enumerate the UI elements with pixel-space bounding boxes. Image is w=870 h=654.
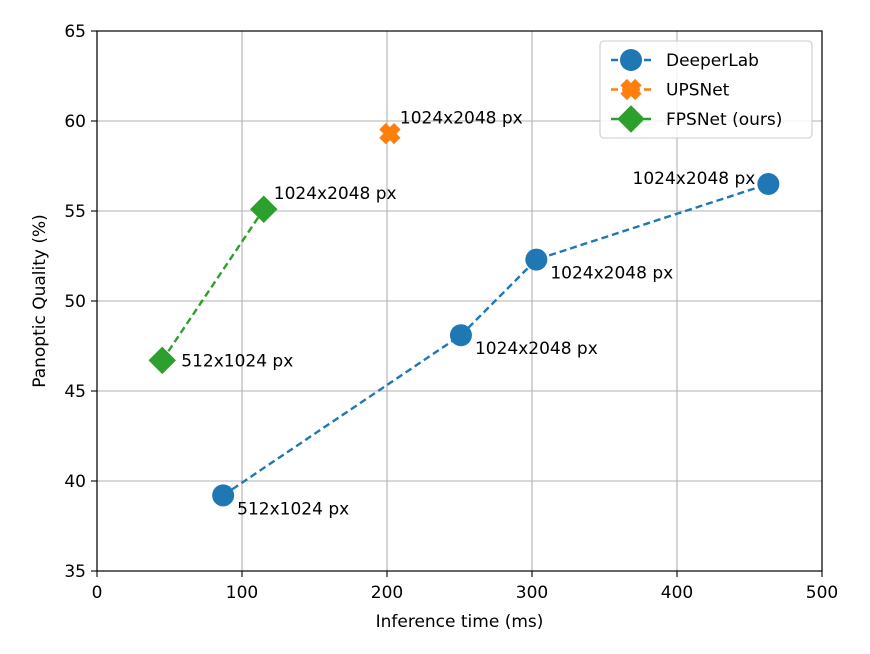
x-axis-label: Inference time (ms) <box>376 612 544 632</box>
x-axis-ticks: 0 100 200 300 400 500 <box>92 571 838 603</box>
series-markers <box>148 122 780 507</box>
legend-upsnet-label: UPSNet <box>666 81 730 101</box>
legend-fpsnet-ours-label: FPSNet (ours) <box>666 110 782 130</box>
series-lines <box>161 182 769 497</box>
legend-box <box>599 40 813 139</box>
y-tick-label: 40 <box>64 472 86 492</box>
x-tick-label: 300 <box>516 583 548 603</box>
fpsnet-ours-point-label: 512x1024 px <box>181 351 293 371</box>
y-axis-label: Panoptic Quality (%) <box>30 214 50 388</box>
y-tick-label: 50 <box>64 292 86 312</box>
x-tick-label: 0 <box>92 583 103 603</box>
legend-upsnet-marker <box>620 78 642 101</box>
fpsnet-ours-line <box>161 208 265 362</box>
fpsnet-ours-point-label: 1024x2048 px <box>274 184 397 204</box>
x-tick-label: 200 <box>371 583 403 603</box>
x-tick-label: 400 <box>661 583 693 603</box>
fpsnet-ours-point <box>250 195 278 223</box>
deeperlab-point-label: 1024x2048 px <box>475 339 598 359</box>
y-tick-label: 60 <box>64 112 86 132</box>
legend-fpsnet-ours-marker <box>617 105 645 133</box>
x-tick-label: 100 <box>226 583 258 603</box>
deeperlab-line <box>222 182 769 497</box>
y-axis-ticks: 35 40 45 50 55 60 65 <box>64 22 97 582</box>
y-tick-label: 55 <box>64 202 86 222</box>
deeperlab-point-label: 1024x2048 px <box>550 264 673 284</box>
deeperlab-point <box>212 484 235 507</box>
plot-frame <box>96 30 823 572</box>
upsnet-point-label: 1024x2048 px <box>400 109 523 129</box>
upsnet-point <box>379 122 401 145</box>
legend-deeperlab-marker <box>620 49 642 71</box>
legend: DeeperLab UPSNet FPSNet (ours) <box>599 40 813 139</box>
deeperlab-point <box>525 248 548 271</box>
deeperlab-point-label: 1024x2048 px <box>633 169 756 189</box>
legend-deeperlab-label: DeeperLab <box>666 51 759 71</box>
deeperlab-point-label: 512x1024 px <box>237 499 349 519</box>
x-tick-label: 500 <box>806 583 838 603</box>
y-tick-label: 65 <box>64 22 86 42</box>
y-tick-label: 45 <box>64 382 86 402</box>
y-tick-label: 35 <box>64 562 86 582</box>
point-labels: 512x1024 px 1024x2048 px 1024x2048 px 1024x… <box>181 109 755 520</box>
deeperlab-point <box>449 324 472 347</box>
deeperlab-point <box>757 173 780 195</box>
fpsnet-ours-point <box>148 346 176 375</box>
